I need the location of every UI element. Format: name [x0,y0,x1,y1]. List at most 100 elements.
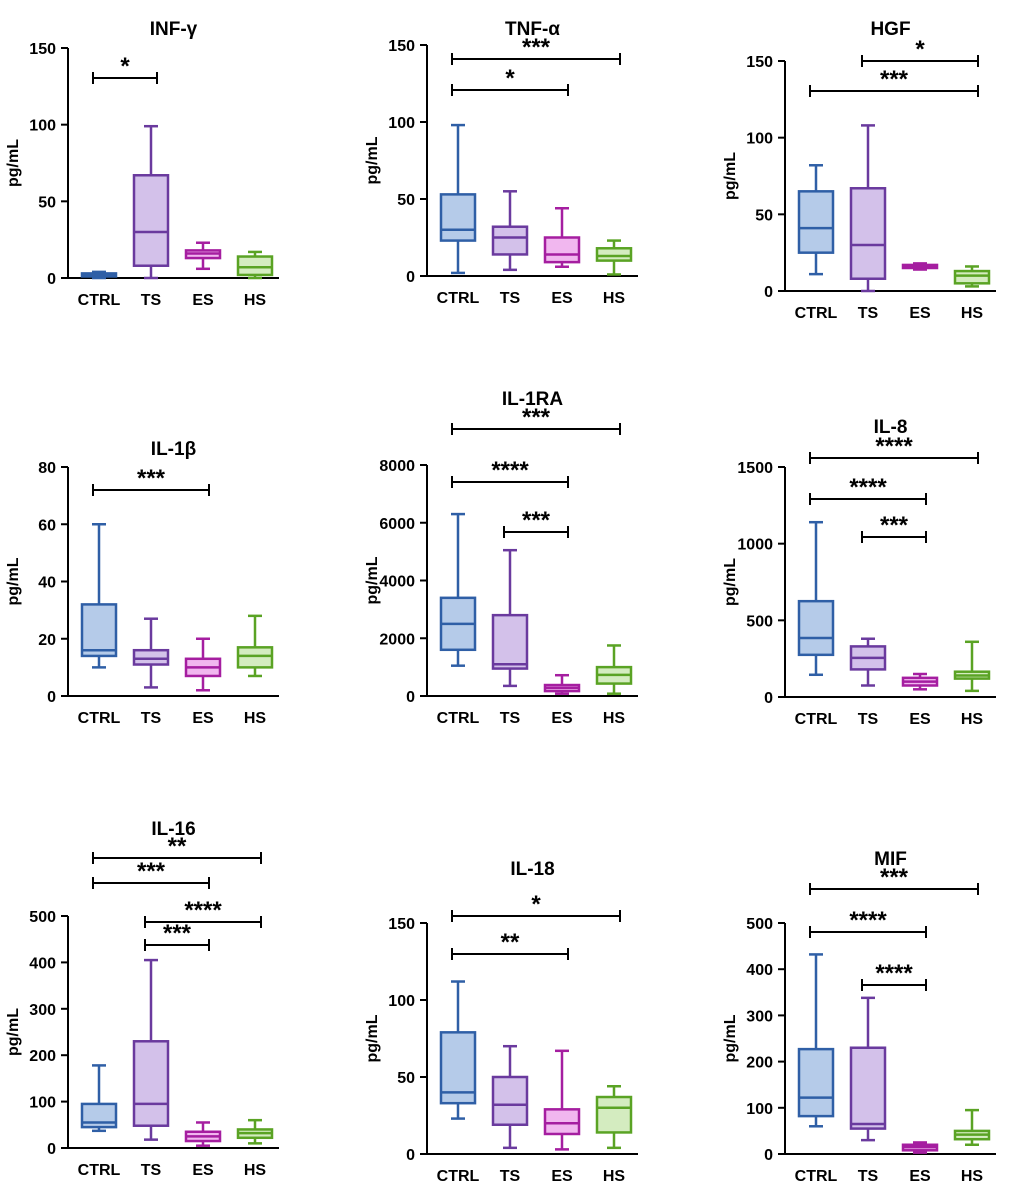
x-tick-label: CTRL [437,1168,480,1185]
x-tick-label: ES [551,1168,573,1185]
y-tick-label: 500 [29,909,56,926]
significance-label: *** [880,864,909,891]
box-ctrl [80,270,118,280]
iqr-box [797,599,835,657]
panel-4: IL-1RA pg/mL 0 2000 4000 6000 8000 CTRL TS ES HS **… [364,389,638,727]
y-tick-label: 100 [388,993,415,1010]
y-tick-label: 200 [746,1055,773,1072]
significance-bracket: *** [451,404,621,435]
panel-title: INF-γ [150,19,198,40]
significance-bracket: *** [503,507,569,538]
x-tick-label: ES [192,710,214,727]
significance-label: * [915,36,925,63]
x-tick-label: TS [858,305,879,322]
iqr-box [849,1046,887,1130]
y-tick-label: 0 [764,284,773,301]
y-tick-label: 300 [746,1008,773,1025]
y-tick-label: 500 [746,916,773,933]
iqr-box [132,174,170,267]
panel-title: IL-8 [874,417,908,438]
x-tick-label: HS [244,292,267,309]
box-ts [849,637,887,687]
box-hs [595,644,633,695]
x-tick-label: HS [603,1168,626,1185]
y-tick-label: 4000 [379,574,415,591]
x-tick-label: CTRL [437,290,480,307]
box-ctrl [80,523,118,669]
iqr-box [595,1095,633,1134]
panel-title: HGF [870,19,910,40]
box-hs [236,614,274,678]
y-tick-label: 0 [47,1141,56,1158]
box-hs [953,265,991,288]
significance-label: * [505,65,515,92]
significance-label: *** [522,34,551,61]
significance-bracket: * [861,36,979,67]
y-tick-label: 100 [388,115,415,132]
x-tick-label: HS [961,305,984,322]
x-tick-label: ES [909,1168,931,1185]
y-tick-label: 100 [746,1101,773,1118]
box-es [184,637,222,692]
iqr-box [797,1047,835,1118]
x-tick-label: ES [192,1162,214,1179]
y-tick-label: 200 [29,1048,56,1065]
y-tick-label: 50 [397,192,415,209]
significance-bracket: * [92,53,158,84]
significance-bracket: *** [809,66,979,97]
iqr-box [849,187,887,280]
significance-bracket: *** [809,864,979,895]
y-tick-label: 0 [406,689,415,706]
x-tick-label: ES [909,305,931,322]
iqr-box [491,1075,529,1126]
significance-label: *** [880,512,909,539]
x-tick-label: ES [192,292,214,309]
box-hs [953,640,991,693]
box-ts [849,124,887,293]
x-tick-label: HS [603,290,626,307]
y-tick-label: 0 [406,269,415,286]
box-ctrl [80,1064,118,1133]
iqr-box [236,646,274,669]
box-ctrl [439,980,477,1120]
box-hs [595,239,633,276]
panel-2: HGF pg/mL 0 50 100 150 CTRL TS ES HS **** [722,19,996,322]
y-axis-label: pg/mL [5,139,22,187]
box-ts [132,124,170,280]
x-tick-label: CTRL [795,305,838,322]
iqr-box [439,193,477,242]
significance-bracket: *** [861,512,927,543]
y-axis-label: pg/mL [364,1014,381,1062]
y-tick-label: 50 [38,194,56,211]
box-ts [491,190,529,272]
significance-label: **** [491,457,529,484]
box-hs [236,1118,274,1145]
y-tick-label: 40 [38,575,56,592]
y-tick-label: 0 [47,271,56,288]
box-ts [132,617,170,689]
significance-label: **** [849,907,887,934]
x-tick-label: ES [909,711,931,728]
box-ts [849,996,887,1142]
x-tick-label: TS [141,292,162,309]
x-tick-label: TS [500,710,521,727]
y-tick-label: 8000 [379,458,415,475]
x-tick-label: TS [141,1162,162,1179]
x-tick-label: CTRL [78,710,121,727]
significance-bracket: **** [861,960,927,991]
significance-bracket: **** [144,897,262,928]
significance-bracket: ** [92,833,262,864]
x-tick-label: ES [551,710,573,727]
x-tick-label: TS [500,290,521,307]
y-axis-label: pg/mL [722,1014,739,1062]
significance-bracket: *** [451,34,621,65]
iqr-box [80,603,118,658]
panel-title: IL-18 [510,859,554,880]
significance-label: * [531,891,541,918]
iqr-box [236,255,274,277]
iqr-box [132,1040,170,1127]
box-es [184,241,222,271]
